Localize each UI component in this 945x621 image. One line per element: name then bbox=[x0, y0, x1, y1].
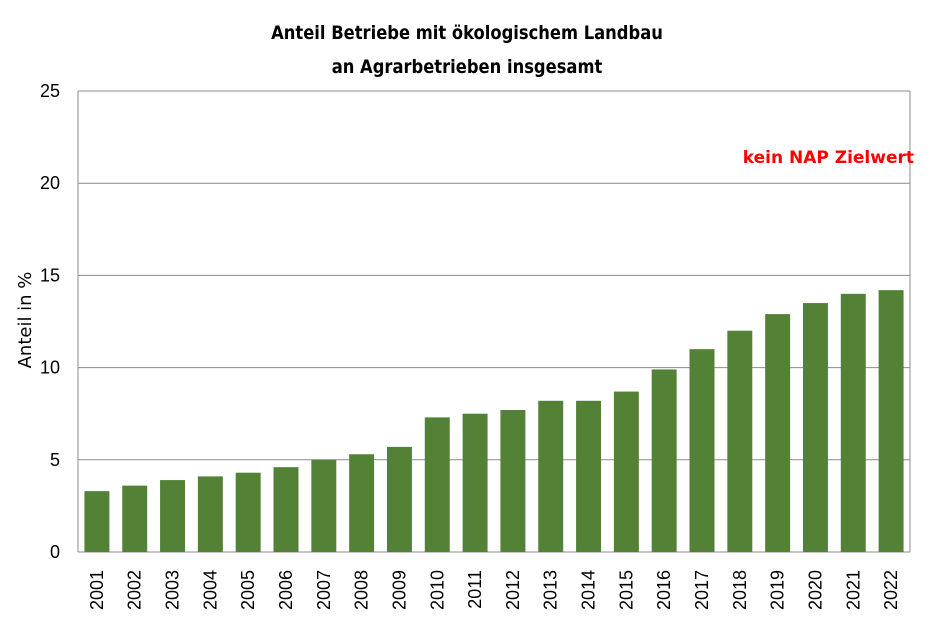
bar-2006 bbox=[273, 467, 299, 552]
x-tick-label: 2017 bbox=[692, 570, 712, 610]
bar-2011 bbox=[462, 413, 488, 552]
bar-2017 bbox=[689, 349, 715, 552]
bar-2012 bbox=[500, 410, 526, 552]
bar-2021 bbox=[840, 293, 866, 552]
x-tick-label: 2006 bbox=[276, 570, 296, 610]
annotation-no-target: kein NAP Zielwert bbox=[743, 148, 914, 168]
x-tick-label: 2001 bbox=[87, 570, 107, 610]
x-tick-label: 2021 bbox=[843, 570, 863, 610]
bar-2004 bbox=[197, 476, 223, 552]
bar-2002 bbox=[122, 485, 148, 552]
x-tick-label: 2008 bbox=[352, 570, 372, 610]
bar-2014 bbox=[576, 400, 602, 552]
x-tick-label: 2002 bbox=[125, 570, 145, 610]
x-tick-label: 2019 bbox=[768, 570, 788, 610]
y-tick-label: 0 bbox=[50, 542, 60, 562]
bar-2003 bbox=[160, 480, 186, 552]
bar-2013 bbox=[538, 400, 564, 552]
y-axis-label: Anteil in % bbox=[15, 272, 36, 369]
bar-2010 bbox=[424, 417, 450, 552]
x-tick-label: 2016 bbox=[654, 570, 674, 610]
x-tick-label: 2014 bbox=[579, 570, 599, 610]
bar-2005 bbox=[235, 472, 261, 552]
bar-2009 bbox=[386, 446, 412, 552]
bar-2007 bbox=[311, 459, 337, 552]
bar-2018 bbox=[727, 330, 753, 552]
x-tick-label: 2003 bbox=[163, 570, 183, 610]
x-tick-label: 2013 bbox=[541, 570, 561, 610]
bar-2001 bbox=[84, 491, 110, 552]
x-tick-label: 2010 bbox=[427, 570, 447, 610]
y-tick-label: 10 bbox=[40, 358, 60, 378]
bar-2020 bbox=[802, 303, 828, 552]
bar-2016 bbox=[651, 369, 677, 552]
chart-title-line1: Anteil Betriebe mit ökologischem Landbau bbox=[271, 22, 663, 44]
bar-2015 bbox=[613, 391, 639, 552]
y-tick-label: 20 bbox=[40, 173, 60, 193]
bar-2019 bbox=[765, 314, 791, 552]
bar-2008 bbox=[349, 454, 375, 552]
x-tick-label: 2020 bbox=[805, 570, 825, 610]
x-tick-label: 2011 bbox=[465, 570, 485, 609]
x-tick-label: 2018 bbox=[730, 570, 750, 610]
y-tick-label: 15 bbox=[40, 265, 60, 285]
x-tick-label: 2009 bbox=[389, 570, 409, 610]
chart-title-line2: an Agrarbetrieben insgesamt bbox=[331, 56, 603, 78]
y-tick-label: 25 bbox=[40, 81, 60, 101]
x-tick-label: 2005 bbox=[238, 570, 258, 610]
x-tick-label: 2012 bbox=[503, 570, 523, 610]
bar-2022 bbox=[878, 290, 904, 552]
y-tick-label: 5 bbox=[50, 450, 60, 470]
x-tick-label: 2004 bbox=[200, 570, 220, 610]
x-tick-label: 2007 bbox=[314, 570, 334, 610]
x-tick-label: 2015 bbox=[616, 570, 636, 610]
x-tick-label: 2022 bbox=[881, 570, 901, 610]
